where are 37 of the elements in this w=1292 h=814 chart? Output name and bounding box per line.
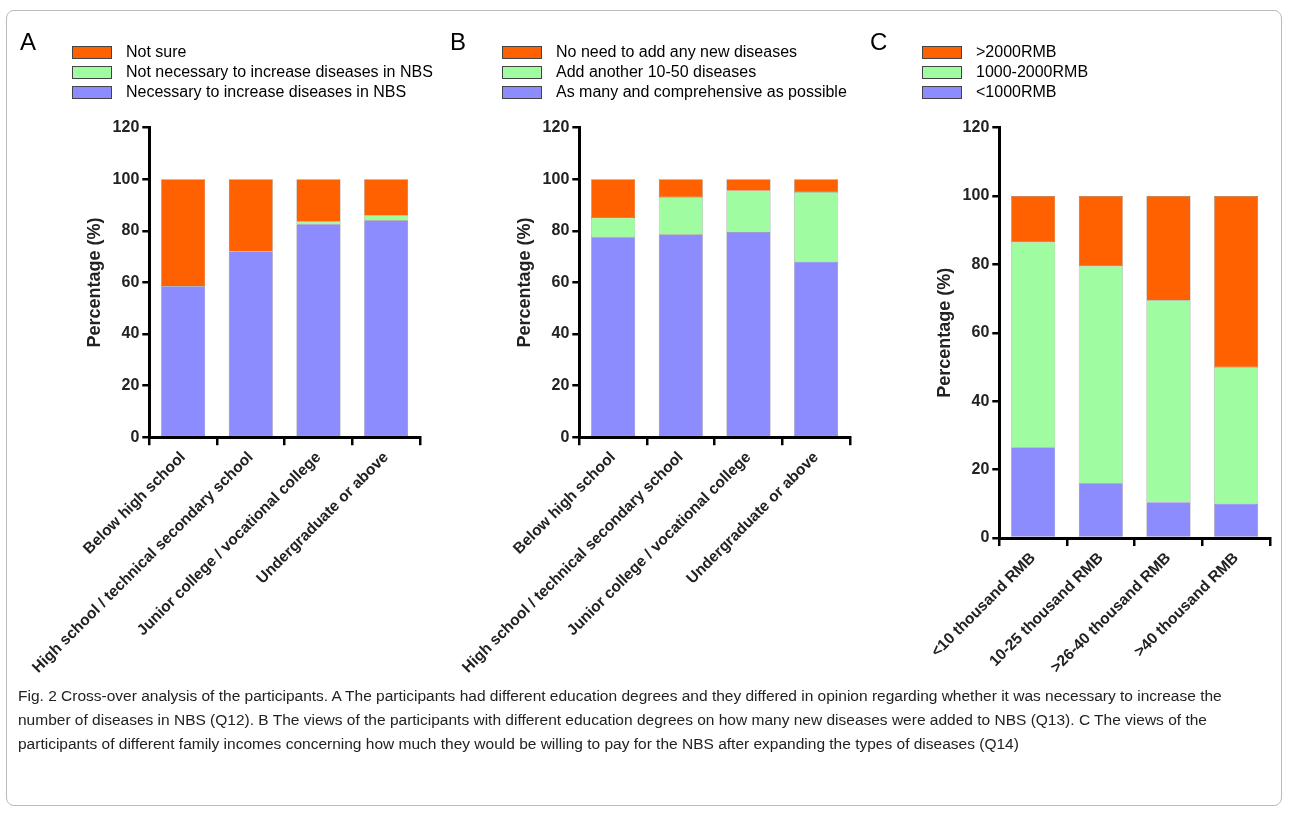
chart-title: B xyxy=(450,28,467,56)
y-tick-label: 0 xyxy=(980,528,990,546)
legend-label: <1000RMB xyxy=(976,82,1057,102)
y-tick-label: 40 xyxy=(121,324,140,342)
legend-label: Add another 10-50 diseases xyxy=(556,62,757,82)
y-tick-label: 0 xyxy=(130,427,140,445)
legend-label: 1000-2000RMB xyxy=(976,62,1089,82)
chart-title: A xyxy=(20,28,37,56)
y-tick-label: 100 xyxy=(542,169,570,187)
legend-label: Not sure xyxy=(126,42,187,62)
y-tick-label: 0 xyxy=(560,427,570,445)
y-tick-label: 20 xyxy=(121,376,140,394)
y-axis-title: Percentage (%) xyxy=(83,217,104,348)
y-tick-label: 120 xyxy=(962,118,990,136)
y-tick-label: 40 xyxy=(971,391,990,409)
y-tick-label: 60 xyxy=(551,272,570,290)
y-tick-label: 60 xyxy=(971,323,990,341)
legend-label: Necessary to increase diseases in NBS xyxy=(126,82,407,102)
legend-label: As many and comprehensive as possible xyxy=(556,82,847,102)
y-tick-label: 80 xyxy=(971,254,990,272)
chart-title: C xyxy=(870,28,888,56)
y-axis-title: Percentage (%) xyxy=(513,217,534,348)
legend-label: >2000RMB xyxy=(976,42,1057,62)
y-tick-label: 80 xyxy=(551,221,570,239)
y-tick-label: 20 xyxy=(971,460,990,478)
y-tick-label: 80 xyxy=(121,221,140,239)
y-tick-label: 120 xyxy=(112,118,140,136)
y-axis-title: Percentage (%) xyxy=(933,267,954,398)
y-tick-label: 40 xyxy=(551,324,570,342)
y-tick-label: 60 xyxy=(121,272,140,290)
y-tick-label: 20 xyxy=(551,376,570,394)
caption: Fig. 2 Cross-over analysis of the participants. A The participants had different education degrees and they differed in opinion regarding whether it was necessary to increase the number of diseases in NBS (Q12). B The views of the participants with different education degrees on how many new diseases were added to NBS (Q13). C The views of the participants of different family incomes concerning how much they would be willing to pay for the NBS after expanding the types of diseases (Q14) xyxy=(18,686,1223,754)
y-tick-label: 100 xyxy=(112,169,140,187)
y-tick-label: 100 xyxy=(962,186,990,204)
legend-label: Not necessary to increase diseases in NBS xyxy=(126,62,433,82)
legend-label: No need to add any new diseases xyxy=(556,42,798,62)
y-tick-label: 120 xyxy=(542,118,570,136)
